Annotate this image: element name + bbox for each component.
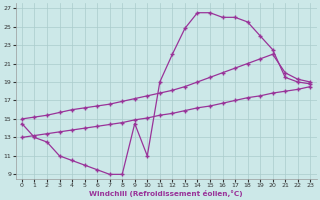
- X-axis label: Windchill (Refroidissement éolien,°C): Windchill (Refroidissement éolien,°C): [89, 190, 243, 197]
